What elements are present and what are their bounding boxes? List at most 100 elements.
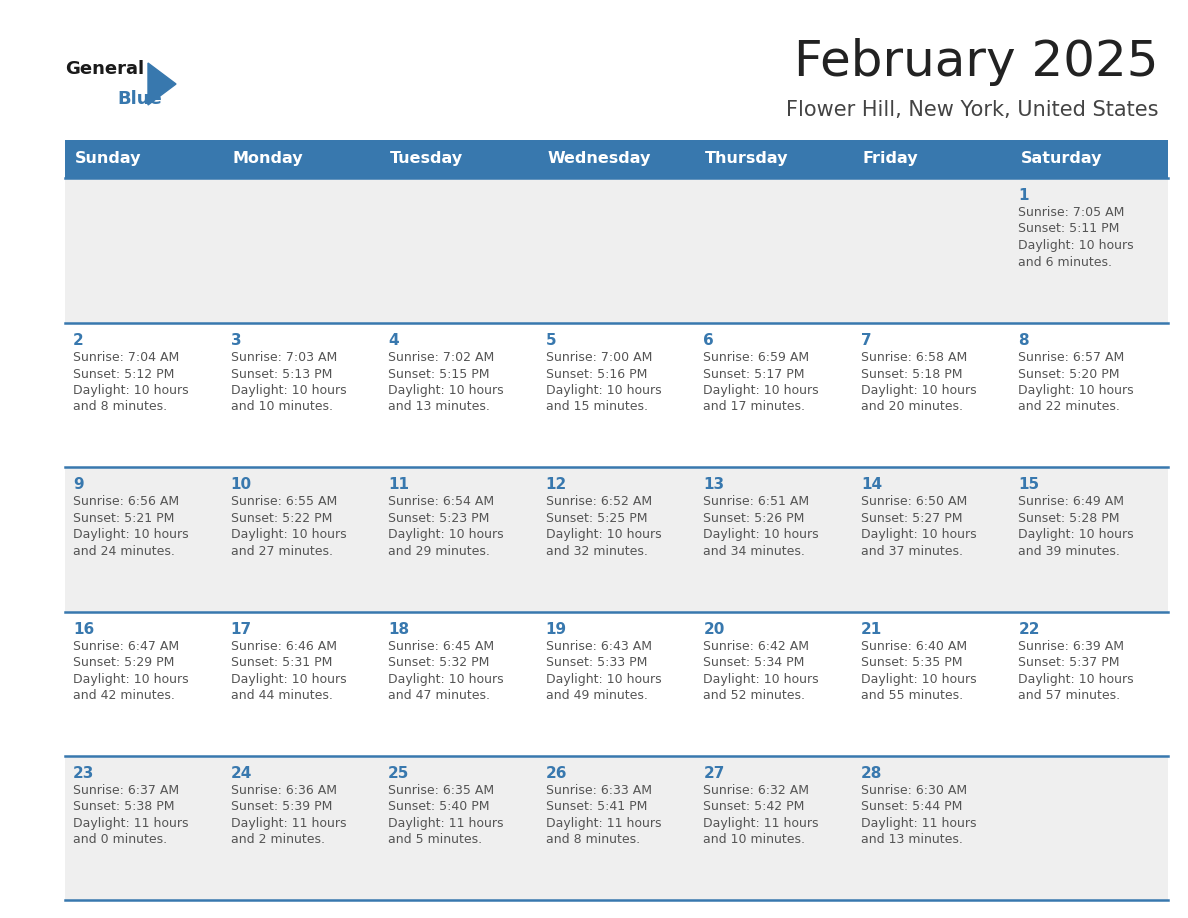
Text: Daylight: 10 hours: Daylight: 10 hours (545, 528, 662, 542)
Bar (65, 756, 1168, 900)
Text: Sunrise: 6:47 AM: Sunrise: 6:47 AM (72, 640, 179, 653)
Text: 21: 21 (861, 621, 883, 636)
Text: 1: 1 (1018, 188, 1029, 203)
Text: and 2 minutes.: and 2 minutes. (230, 834, 324, 846)
Text: and 10 minutes.: and 10 minutes. (703, 834, 805, 846)
Text: 25: 25 (388, 766, 410, 780)
Text: Daylight: 10 hours: Daylight: 10 hours (861, 528, 977, 542)
Text: Sunset: 5:17 PM: Sunset: 5:17 PM (703, 367, 804, 380)
Text: Sunday: Sunday (75, 151, 141, 166)
Text: 9: 9 (72, 477, 83, 492)
Text: 12: 12 (545, 477, 567, 492)
Text: 15: 15 (1018, 477, 1040, 492)
Text: and 6 minutes.: and 6 minutes. (1018, 255, 1112, 268)
Text: Daylight: 10 hours: Daylight: 10 hours (703, 528, 819, 542)
Text: 22: 22 (1018, 621, 1040, 636)
Text: Daylight: 11 hours: Daylight: 11 hours (861, 817, 977, 830)
Text: February 2025: February 2025 (794, 38, 1158, 86)
Text: Sunrise: 7:00 AM: Sunrise: 7:00 AM (545, 351, 652, 364)
Text: Tuesday: Tuesday (390, 151, 463, 166)
Text: and 8 minutes.: and 8 minutes. (545, 834, 640, 846)
Text: Daylight: 10 hours: Daylight: 10 hours (230, 673, 346, 686)
Text: 6: 6 (703, 333, 714, 348)
Text: Sunrise: 6:59 AM: Sunrise: 6:59 AM (703, 351, 809, 364)
Text: Sunrise: 6:54 AM: Sunrise: 6:54 AM (388, 495, 494, 509)
Text: Sunset: 5:13 PM: Sunset: 5:13 PM (230, 367, 331, 380)
Text: Daylight: 10 hours: Daylight: 10 hours (703, 384, 819, 397)
Text: Monday: Monday (233, 151, 303, 166)
Text: Sunrise: 6:33 AM: Sunrise: 6:33 AM (545, 784, 652, 797)
Text: Sunset: 5:12 PM: Sunset: 5:12 PM (72, 367, 175, 380)
Text: Sunset: 5:28 PM: Sunset: 5:28 PM (1018, 511, 1120, 525)
Text: 27: 27 (703, 766, 725, 780)
Text: Sunrise: 6:43 AM: Sunrise: 6:43 AM (545, 640, 652, 653)
Text: 4: 4 (388, 333, 399, 348)
Text: and 32 minutes.: and 32 minutes. (545, 544, 647, 558)
Text: Thursday: Thursday (706, 151, 789, 166)
Text: Sunset: 5:22 PM: Sunset: 5:22 PM (230, 511, 331, 525)
Text: and 5 minutes.: and 5 minutes. (388, 834, 482, 846)
Text: Sunrise: 7:02 AM: Sunrise: 7:02 AM (388, 351, 494, 364)
Text: Sunset: 5:34 PM: Sunset: 5:34 PM (703, 656, 804, 669)
Text: 24: 24 (230, 766, 252, 780)
Text: and 34 minutes.: and 34 minutes. (703, 544, 805, 558)
Text: Sunset: 5:16 PM: Sunset: 5:16 PM (545, 367, 647, 380)
Text: 10: 10 (230, 477, 252, 492)
Text: and 15 minutes.: and 15 minutes. (545, 400, 647, 413)
Text: Daylight: 10 hours: Daylight: 10 hours (1018, 239, 1135, 252)
Text: Daylight: 10 hours: Daylight: 10 hours (861, 384, 977, 397)
Text: Daylight: 10 hours: Daylight: 10 hours (545, 384, 662, 397)
Text: and 42 minutes.: and 42 minutes. (72, 689, 175, 702)
Text: and 52 minutes.: and 52 minutes. (703, 689, 805, 702)
Bar (65, 467, 1168, 611)
Text: Sunset: 5:21 PM: Sunset: 5:21 PM (72, 511, 175, 525)
Text: and 13 minutes.: and 13 minutes. (861, 834, 962, 846)
Text: 19: 19 (545, 621, 567, 636)
Text: Sunrise: 6:42 AM: Sunrise: 6:42 AM (703, 640, 809, 653)
Text: Sunset: 5:38 PM: Sunset: 5:38 PM (72, 800, 175, 813)
Text: Sunset: 5:25 PM: Sunset: 5:25 PM (545, 511, 647, 525)
Text: Sunrise: 6:49 AM: Sunrise: 6:49 AM (1018, 495, 1124, 509)
Text: and 55 minutes.: and 55 minutes. (861, 689, 963, 702)
Text: 28: 28 (861, 766, 883, 780)
Text: 13: 13 (703, 477, 725, 492)
Text: Sunset: 5:27 PM: Sunset: 5:27 PM (861, 511, 962, 525)
Text: and 0 minutes.: and 0 minutes. (72, 834, 168, 846)
Text: Daylight: 10 hours: Daylight: 10 hours (72, 673, 189, 686)
Text: Sunrise: 6:39 AM: Sunrise: 6:39 AM (1018, 640, 1124, 653)
Text: Sunset: 5:35 PM: Sunset: 5:35 PM (861, 656, 962, 669)
Text: Sunrise: 6:35 AM: Sunrise: 6:35 AM (388, 784, 494, 797)
Text: 2: 2 (72, 333, 83, 348)
Bar (65, 323, 1168, 467)
Text: Sunrise: 6:32 AM: Sunrise: 6:32 AM (703, 784, 809, 797)
Text: 11: 11 (388, 477, 409, 492)
Bar (65, 178, 1168, 323)
Text: Daylight: 10 hours: Daylight: 10 hours (388, 673, 504, 686)
Text: Daylight: 10 hours: Daylight: 10 hours (230, 384, 346, 397)
Text: and 8 minutes.: and 8 minutes. (72, 400, 168, 413)
Text: Daylight: 10 hours: Daylight: 10 hours (388, 528, 504, 542)
Text: Sunset: 5:31 PM: Sunset: 5:31 PM (230, 656, 331, 669)
Text: Sunset: 5:39 PM: Sunset: 5:39 PM (230, 800, 331, 813)
Text: Sunset: 5:41 PM: Sunset: 5:41 PM (545, 800, 647, 813)
Bar (65, 140, 1168, 178)
Text: Blue: Blue (116, 90, 162, 108)
Text: and 10 minutes.: and 10 minutes. (230, 400, 333, 413)
Bar (65, 611, 1168, 756)
Text: Sunrise: 6:55 AM: Sunrise: 6:55 AM (230, 495, 337, 509)
Text: Sunrise: 7:03 AM: Sunrise: 7:03 AM (230, 351, 337, 364)
Text: 18: 18 (388, 621, 410, 636)
Text: Sunset: 5:40 PM: Sunset: 5:40 PM (388, 800, 489, 813)
Text: Daylight: 10 hours: Daylight: 10 hours (861, 673, 977, 686)
Text: Daylight: 10 hours: Daylight: 10 hours (1018, 384, 1135, 397)
Text: and 49 minutes.: and 49 minutes. (545, 689, 647, 702)
Text: Sunrise: 6:45 AM: Sunrise: 6:45 AM (388, 640, 494, 653)
Text: Sunrise: 6:51 AM: Sunrise: 6:51 AM (703, 495, 809, 509)
Text: and 13 minutes.: and 13 minutes. (388, 400, 489, 413)
Text: Sunset: 5:15 PM: Sunset: 5:15 PM (388, 367, 489, 380)
Text: Daylight: 10 hours: Daylight: 10 hours (545, 673, 662, 686)
Text: and 47 minutes.: and 47 minutes. (388, 689, 491, 702)
Text: Daylight: 11 hours: Daylight: 11 hours (703, 817, 819, 830)
Text: 26: 26 (545, 766, 567, 780)
Text: Sunrise: 6:50 AM: Sunrise: 6:50 AM (861, 495, 967, 509)
